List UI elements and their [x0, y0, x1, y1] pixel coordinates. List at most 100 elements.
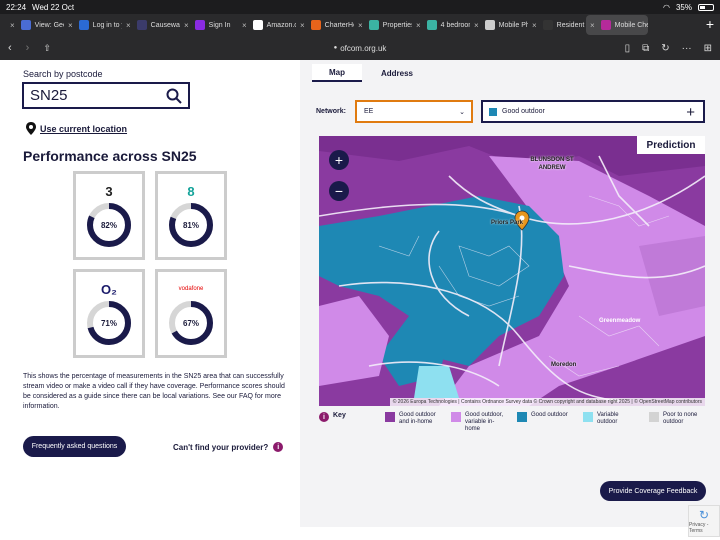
cant-find-provider[interactable]: Can't find your provider? i [173, 442, 284, 452]
prediction-label: Prediction [637, 136, 705, 154]
close-tab-icon[interactable]: × [300, 20, 305, 30]
tab-label: Sign In [208, 21, 231, 29]
plus-icon[interactable]: + [686, 104, 695, 121]
network-label: Network: [316, 108, 346, 115]
map-tabs: Map Address [312, 64, 432, 82]
close-tab-icon[interactable]: × [10, 20, 15, 30]
browser-tab[interactable]: × Properties [354, 15, 412, 35]
search-label: Search by postcode [23, 69, 103, 79]
provider-card-o2: O₂ 71% [73, 269, 145, 358]
share-icon[interactable]: ⇧ [43, 42, 51, 53]
key-title: Key [333, 412, 346, 419]
browser-tab[interactable]: × Log in to yo [64, 15, 122, 35]
map-key: i Key Good outdoor and in-home Good outdo… [319, 412, 709, 442]
chevron-down-icon: ⌄ [459, 109, 465, 116]
tab-favicon-icon [252, 20, 263, 30]
browser-tab[interactable]: × Resident p [528, 15, 586, 35]
url-text: ofcom.org.uk [340, 43, 387, 53]
tab-label: Resident p [556, 21, 586, 29]
battery-text: 35% [675, 2, 692, 12]
lock-icon: ● [333, 45, 338, 51]
close-tab-icon[interactable]: × [242, 20, 247, 30]
copy-icon[interactable]: ⧉ [642, 42, 650, 54]
performance-donut: 71% [86, 300, 132, 346]
provide-coverage-feedback-button[interactable]: Provide Coverage Feedback [600, 481, 706, 501]
browser-tab[interactable]: × View: Geor [6, 15, 64, 35]
reader-icon[interactable]: ▯ [624, 42, 631, 54]
coverage-map[interactable]: BLUNSDON ST ANDREW Moredon Greenmeadow P… [319, 136, 705, 406]
key-swatch [451, 412, 461, 422]
filter-swatch [489, 107, 497, 116]
zoom-out-button[interactable]: − [329, 181, 349, 201]
coverage-filter-select[interactable]: Good outdoor + [481, 100, 705, 123]
map-canvas[interactable] [319, 136, 705, 406]
browser-tab[interactable]: × Mobile Pho [470, 15, 528, 35]
location-link-label: Use current location [40, 123, 128, 134]
browser-tab[interactable]: × Mobile Che [586, 15, 648, 35]
tab-map[interactable]: Map [312, 64, 362, 82]
performance-value: 67% [182, 318, 199, 328]
tabs-overview-icon[interactable]: ⊞ [703, 42, 712, 54]
performance-donut: 81% [168, 202, 214, 248]
cant-find-label: Can't find your provider? [173, 442, 269, 452]
postcode-search-input[interactable]: SN25 [22, 82, 190, 109]
tab-address[interactable]: Address [380, 68, 413, 78]
zoom-in-button[interactable]: + [329, 150, 349, 170]
browser-tab[interactable]: × 4 bedroom [412, 15, 470, 35]
key-item: Poor to none outdoor [649, 412, 705, 426]
new-tab-button[interactable]: + [705, 16, 714, 32]
vodafone-logo-icon: vodafone [178, 286, 204, 292]
search-value: SN25 [30, 87, 68, 104]
close-tab-icon[interactable]: × [590, 20, 595, 30]
key-info-icon[interactable]: i [319, 412, 329, 422]
more-icon[interactable]: ··· [681, 42, 692, 54]
address-bar[interactable]: ● ofcom.org.uk [300, 40, 420, 56]
close-tab-icon[interactable]: × [184, 20, 189, 30]
key-swatch [385, 412, 395, 422]
faq-button[interactable]: Frequently asked questions [23, 436, 126, 457]
key-label: Poor to none outdoor [663, 412, 698, 425]
close-tab-icon[interactable]: × [474, 20, 479, 30]
close-tab-icon[interactable]: × [358, 20, 363, 30]
tab-favicon-icon [194, 20, 205, 30]
info-icon[interactable]: i [273, 442, 284, 452]
browser-tab[interactable]: × Causeway [122, 15, 180, 35]
use-current-location-link[interactable]: Use current location [26, 122, 127, 135]
battery-icon [698, 3, 714, 11]
tab-label: Amazon.co [266, 21, 296, 29]
tab-favicon-icon [20, 20, 31, 30]
tab-favicon-icon [600, 20, 611, 30]
map-label-priors: Priors Park [491, 220, 524, 226]
browser-tab[interactable]: × Amazon.co [238, 15, 296, 35]
three-logo-icon: 3 [105, 183, 113, 199]
performance-description: This shows the percentage of measurement… [23, 373, 285, 410]
recaptcha-text: Privacy - Terms [689, 522, 709, 534]
recaptcha-badge[interactable]: ↻ Privacy - Terms [688, 505, 720, 537]
key-swatch [583, 412, 593, 422]
tab-label: 4 bedroom [440, 21, 470, 29]
tab-favicon-icon [484, 20, 495, 30]
o2-logo-icon: O₂ [101, 281, 117, 297]
close-tab-icon[interactable]: × [68, 20, 73, 30]
tab-label: CharterHot [324, 21, 354, 29]
network-select[interactable]: EE ⌄ [355, 100, 473, 123]
tab-label: Mobile Pho [498, 21, 528, 29]
network-value: EE [364, 108, 374, 115]
close-tab-icon[interactable]: × [532, 20, 537, 30]
tab-label: Mobile Che [614, 21, 648, 29]
close-tab-icon[interactable]: × [126, 20, 131, 30]
browser-tab[interactable]: × Sign In [180, 15, 238, 35]
reload-icon[interactable]: ↻ [661, 42, 670, 54]
browser-tab[interactable]: × CharterHot [296, 15, 354, 35]
back-icon[interactable]: ‹ [8, 42, 12, 54]
browser-toolbar: ‹ › ⇧ ● ofcom.org.uk ▯ ⧉ ↻ ··· ⊞ [0, 36, 720, 60]
search-icon[interactable] [166, 88, 182, 104]
key-label: Good outdoor, variable in-home [465, 412, 504, 432]
map-panel: Map Address Network: EE ⌄ Good outdoor + [300, 60, 720, 527]
key-item: Variable outdoor [583, 412, 639, 426]
forward-icon[interactable]: › [25, 42, 30, 54]
close-tab-icon[interactable]: × [416, 20, 421, 30]
tab-label: Causeway [150, 21, 180, 29]
provider-card-three: 3 82% [73, 171, 145, 260]
recaptcha-icon: ↻ [698, 508, 710, 522]
